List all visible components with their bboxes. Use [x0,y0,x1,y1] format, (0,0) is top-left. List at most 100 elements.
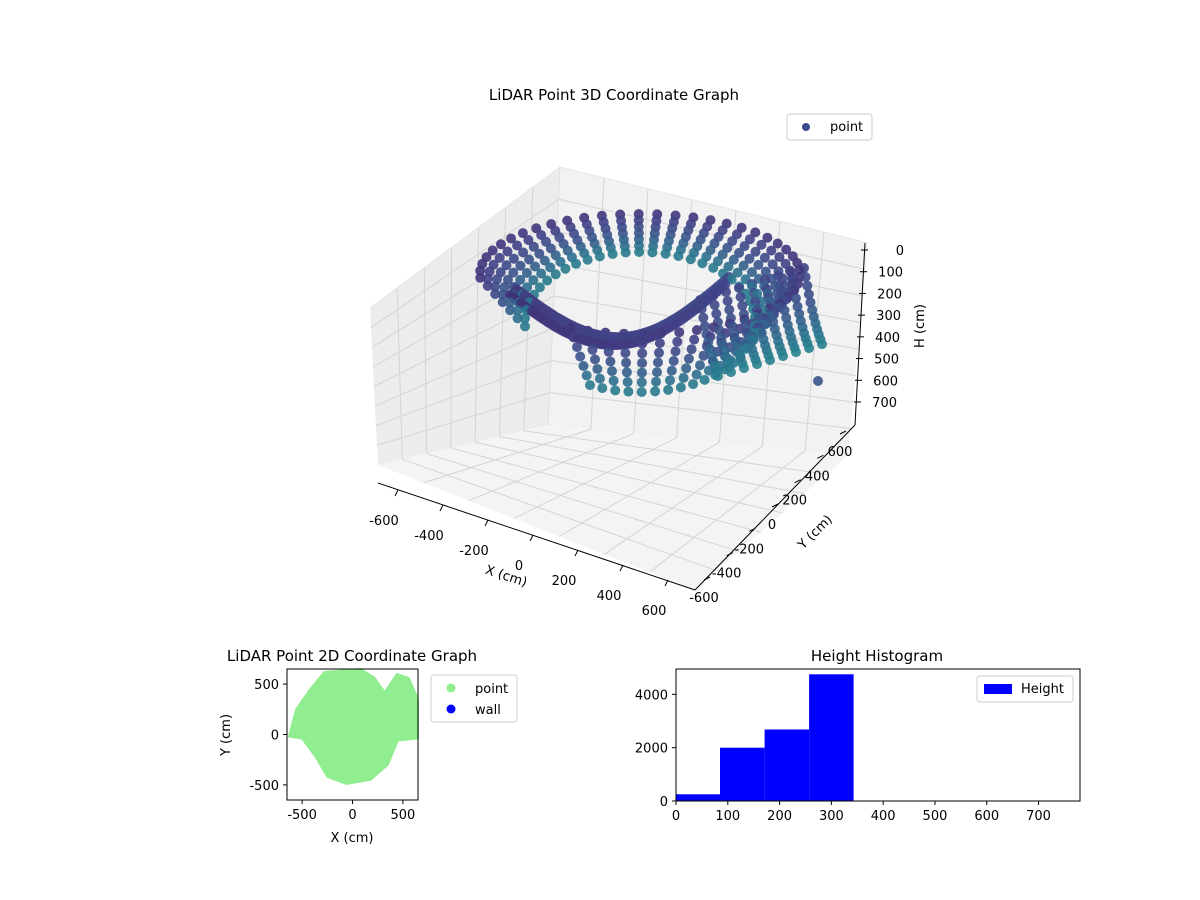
point-3d [501,260,512,271]
y-axis-3d [694,424,856,591]
x-tick-label-histogram: 500 [923,809,948,824]
point-3d [634,247,645,257]
y-tick-label-histogram: 0 [660,795,668,810]
point-3d [620,247,631,258]
y-tick-label-histogram: 2000 [635,742,668,757]
point-3d [665,375,675,386]
point-3d [689,334,700,345]
point-3d [739,241,750,252]
y-axis-label-3d: Y (cm) [795,512,836,553]
point-3d [597,383,608,394]
point-3d [738,260,749,271]
point-3d [779,305,790,316]
point-3d [534,282,545,293]
point-3d [675,382,686,393]
x-axis-label-2d: X (cm) [331,831,374,846]
point-3d [697,258,708,269]
y-tick-label-3d: 200 [782,494,807,509]
x-tick-label-3d: 200 [552,574,577,589]
point-3d [523,235,534,245]
point-3d [750,227,761,238]
point-3d [756,239,767,250]
point-3d [612,332,623,343]
chart-3d-title: LiDAR Point 3D Coordinate Graph [489,86,739,104]
point-3d [747,267,757,278]
point-3d [636,377,647,388]
point-3d [607,366,617,377]
point-3d [652,367,662,378]
point-3d [520,321,530,332]
point-3d [482,273,493,284]
point-3d [790,293,801,304]
point-3d [651,376,661,387]
point-3d [497,289,508,300]
point-3d [673,251,684,261]
y-tick-label-3d: 400 [805,469,830,484]
point-3d [587,344,598,355]
point-3d [770,281,781,291]
point-3d [496,239,506,250]
z-tick-label-3d: 700 [872,396,897,411]
point-3d [515,260,526,271]
point-3d [542,275,553,286]
x-tick-label-3d: 400 [597,589,622,604]
point-3d [521,268,532,278]
legend-2d-marker-wall [446,704,456,714]
z-tick-label-3d: 600 [873,374,898,389]
point-3d [575,351,586,362]
x-tick-label-histogram: 400 [871,809,896,824]
point-3d [545,262,556,273]
point-3d [585,380,595,391]
point-3d [750,246,761,257]
x-tick-3d [619,564,624,572]
point-3d [691,325,702,336]
legend-2d-label-wall: wall [475,703,501,718]
point-3d [594,251,605,262]
point-3d [713,371,723,382]
point-3d [802,280,813,291]
point-3d [726,367,736,378]
point-3d [688,379,699,390]
chart-2d-title: LiDAR Point 2D Coordinate Graph [227,647,477,665]
point-3d [709,300,720,310]
point-3d [610,385,621,396]
point-3d [592,364,603,374]
point-3d [623,386,634,397]
point-3d [728,254,739,265]
y-tick-label-3d: -400 [712,567,742,582]
point-3d [698,350,709,361]
point-3d [475,265,486,276]
point-3d [765,355,775,366]
point-3d [732,267,743,278]
histogram-bar [764,729,810,801]
point-3d [678,372,689,383]
point-3d [686,344,697,355]
z-tick-label-3d: 0 [896,244,904,259]
point-3d [578,361,589,371]
point-3d [581,370,592,381]
point-3d [650,386,661,397]
legend-2d-marker-point [446,683,456,693]
point-3d [670,346,681,357]
point-3d [647,247,658,258]
y-axis-label-2d: Y (cm) [219,714,234,757]
y-tick-3d [771,503,779,508]
y-tick-label-2d: 0 [271,729,279,744]
x-tick-label-histogram: 200 [767,809,792,824]
point-3d [666,365,677,376]
chart-histogram: Height Histogram 0 100 200 300 400 500 600 700 … [635,647,1081,824]
x-tick-label-3d: -400 [414,529,444,544]
point-3d [620,348,631,358]
point-3d [726,274,737,285]
point-3d [482,280,493,291]
y-ticks-histogram: 0 2000 4000 [635,688,676,810]
point-3d [534,248,545,259]
x-tick-3d [394,489,399,497]
chart-2d: LiDAR Point 2D Coordinate Graph -500 0 500… [219,647,518,846]
legend-histogram-box [976,675,1074,703]
point-3d [800,272,811,282]
point-3d [518,247,529,258]
x-tick-label-2d: 0 [348,808,356,823]
point-3d [590,354,600,365]
y-tick-3d [839,430,847,435]
